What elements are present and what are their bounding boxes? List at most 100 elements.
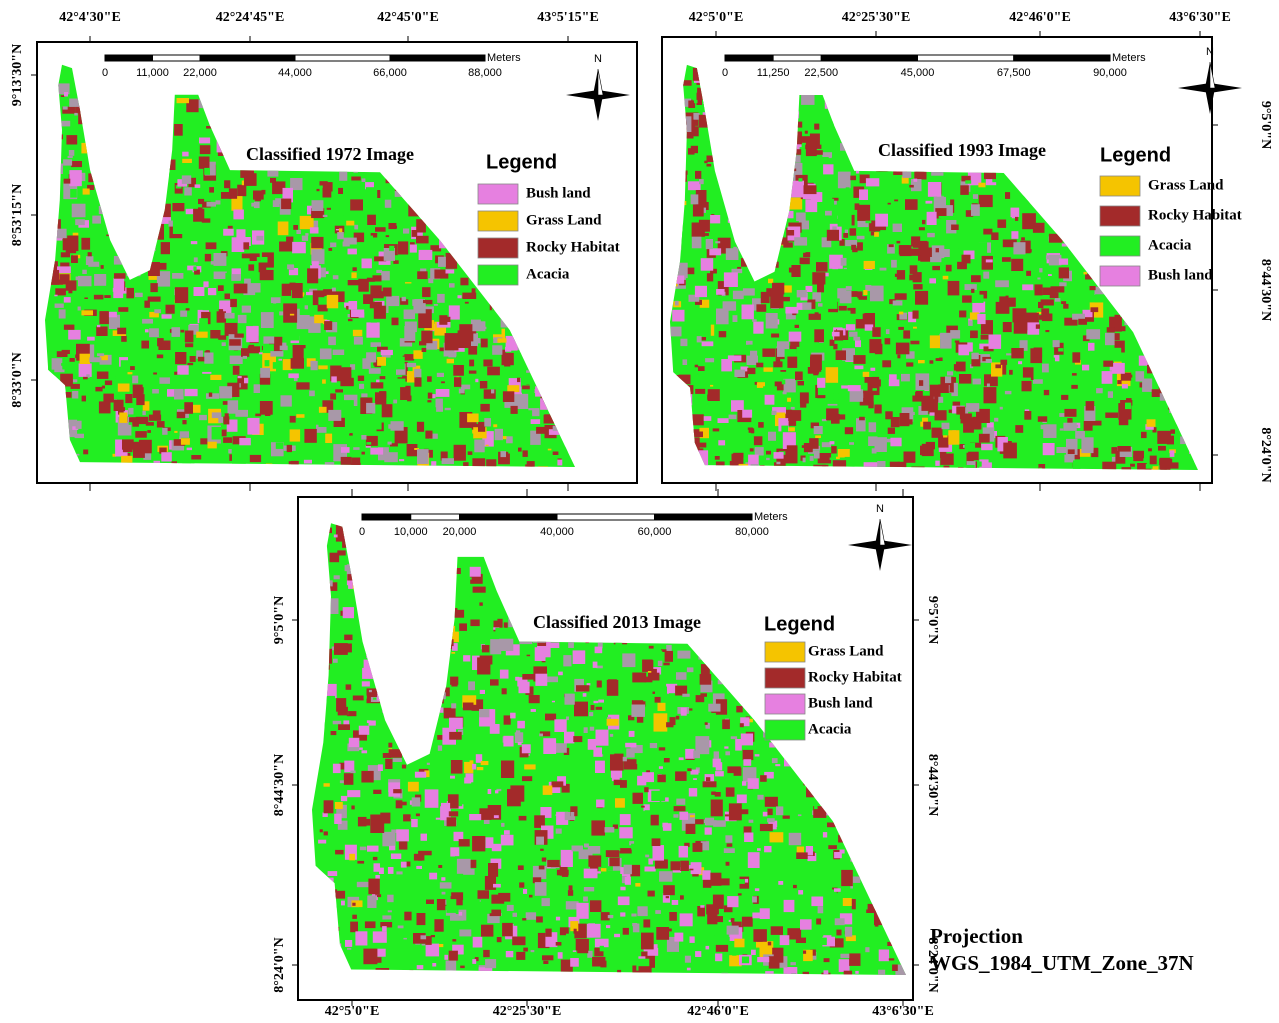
land-patch <box>859 296 867 300</box>
land-patch <box>695 365 698 368</box>
land-patch <box>442 892 446 895</box>
land-patch <box>184 187 192 195</box>
land-patch <box>484 413 490 418</box>
land-patch <box>947 371 953 375</box>
land-patch <box>959 311 966 318</box>
land-patch <box>783 816 790 819</box>
land-patch <box>942 437 947 441</box>
land-patch <box>979 434 990 443</box>
legend-swatch <box>1100 176 1140 196</box>
land-patch <box>552 701 555 703</box>
land-patch <box>842 436 850 444</box>
land-patch <box>767 818 775 822</box>
land-patch <box>742 957 749 964</box>
land-patch <box>749 428 755 433</box>
land-patch <box>829 154 832 158</box>
land-patch <box>414 369 421 378</box>
land-patch <box>723 450 729 457</box>
land-patch <box>947 313 955 320</box>
land-patch <box>234 284 248 294</box>
land-patch <box>517 721 525 729</box>
land-patch <box>602 746 614 754</box>
land-patch <box>225 313 235 319</box>
land-patch <box>879 950 889 962</box>
legend-swatch <box>765 720 805 740</box>
land-patch <box>492 345 502 355</box>
land-patch <box>930 335 940 348</box>
legend-swatch <box>765 694 805 714</box>
land-patch <box>210 375 221 380</box>
north-label: N <box>876 503 884 515</box>
land-patch <box>225 294 231 300</box>
land-patch <box>92 216 101 224</box>
land-patch <box>463 655 470 661</box>
land-patch <box>683 359 688 365</box>
land-patch <box>69 150 75 156</box>
land-patch <box>631 844 637 850</box>
land-patch <box>830 458 834 460</box>
land-patch <box>362 452 365 455</box>
land-patch <box>608 679 617 690</box>
legend-swatch <box>1100 266 1140 286</box>
land-patch <box>708 704 720 712</box>
land-patch <box>393 789 402 793</box>
land-patch <box>593 747 602 756</box>
land-patch <box>481 339 488 348</box>
land-patch <box>910 265 918 274</box>
land-patch <box>444 925 455 931</box>
land-patch <box>648 891 655 897</box>
land-patch <box>571 812 575 817</box>
land-patch <box>875 309 882 319</box>
land-patch <box>241 348 249 357</box>
land-patch <box>625 877 631 885</box>
land-patch <box>645 855 649 858</box>
land-patch <box>587 924 601 938</box>
land-patch <box>488 789 492 794</box>
land-patch <box>1094 450 1099 453</box>
land-patch <box>118 307 128 312</box>
land-patch <box>739 879 745 884</box>
scale-segment <box>918 55 1014 61</box>
land-patch <box>972 295 983 303</box>
land-patch <box>859 417 865 421</box>
land-patch <box>620 848 632 853</box>
land-patch <box>965 284 977 290</box>
land-patch <box>977 314 985 324</box>
land-patch <box>690 936 695 943</box>
land-patch <box>713 916 723 922</box>
land-patch <box>609 874 622 888</box>
land-patch <box>889 380 900 387</box>
land-patch <box>756 363 763 368</box>
land-patch <box>522 776 532 781</box>
land-patch <box>566 934 574 939</box>
land-patch <box>523 450 528 457</box>
land-patch <box>896 343 910 355</box>
land-patch <box>182 152 188 157</box>
land-patch <box>885 411 892 419</box>
land-patch <box>591 820 605 835</box>
land-patch <box>427 376 432 382</box>
land-patch <box>1001 407 1014 420</box>
land-patch <box>343 400 354 413</box>
land-patch <box>384 452 398 462</box>
land-patch <box>620 814 631 825</box>
land-patch <box>545 929 551 937</box>
land-patch <box>472 430 478 434</box>
land-patch <box>1125 403 1131 410</box>
land-patch <box>128 372 133 374</box>
land-patch <box>588 855 601 866</box>
land-patch <box>1150 456 1157 465</box>
land-patch <box>909 185 914 188</box>
land-patch <box>352 915 357 919</box>
land-patch <box>468 451 473 455</box>
land-patch <box>199 138 210 144</box>
land-patch <box>606 850 620 857</box>
land-patch <box>914 179 918 182</box>
land-patch <box>734 370 745 377</box>
land-patch <box>757 795 763 800</box>
land-patch <box>81 238 90 250</box>
land-patch <box>349 738 360 747</box>
land-patch <box>149 415 161 421</box>
land-patch <box>816 262 828 272</box>
land-patch <box>904 452 916 463</box>
